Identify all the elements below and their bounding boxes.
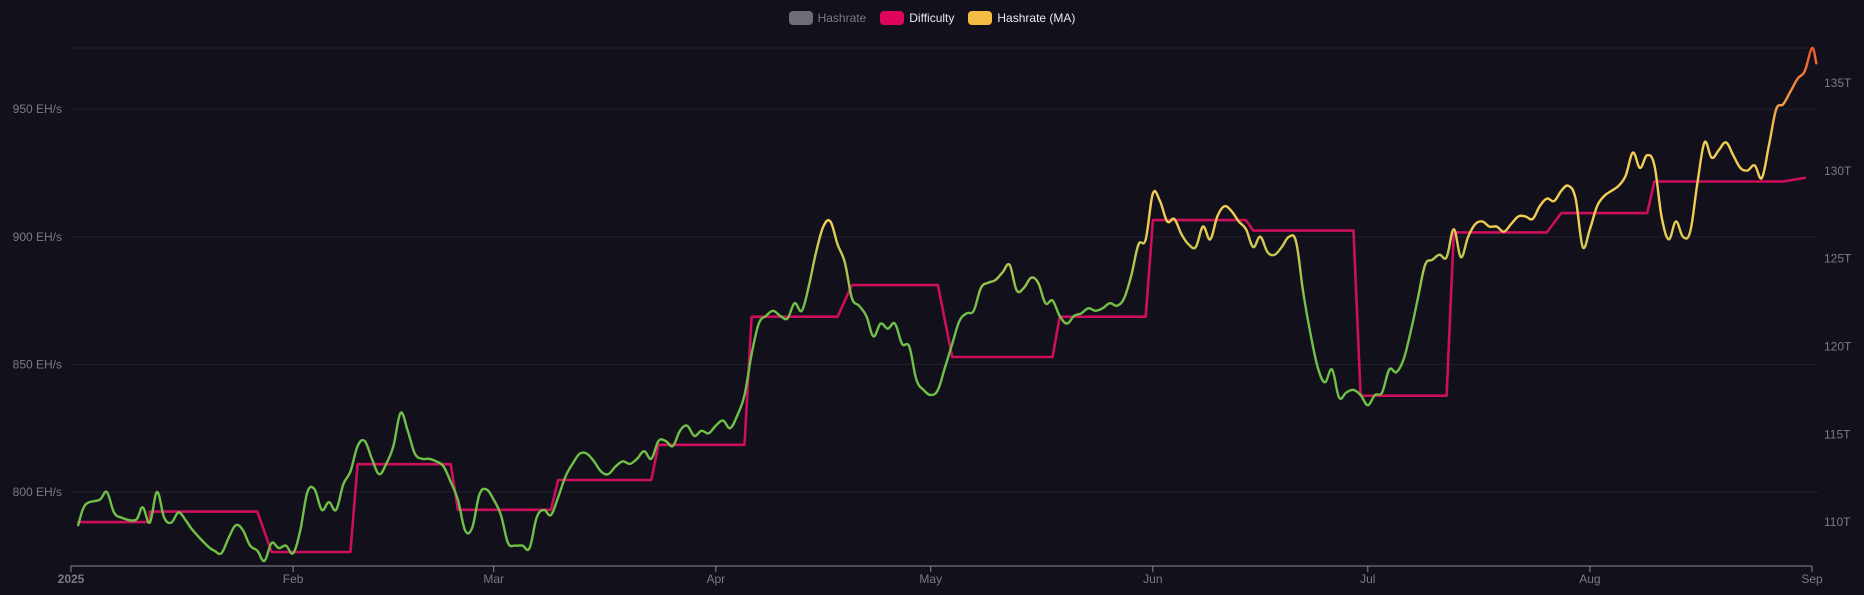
x-tick-label: Sep: [1801, 572, 1823, 586]
y-right-tick-label: 130T: [1824, 164, 1852, 178]
series-difficulty-line: [76, 176, 1807, 554]
grid-lines: [71, 47, 1818, 493]
y-axis-left: 800 EH/s 850 EH/s 900 EH/s 950 EH/s: [13, 102, 62, 499]
y-left-tick-label: 850 EH/s: [13, 357, 62, 371]
legend-label-hashrate: Hashrate: [817, 11, 867, 25]
y-right-tick-label: 120T: [1824, 340, 1852, 354]
legend-label-difficulty: Difficulty: [909, 11, 955, 25]
x-tick-label: Jul: [1360, 572, 1375, 586]
series-layer: [76, 46, 1818, 563]
y-right-tick-label: 135T: [1824, 76, 1852, 90]
y-left-tick-label: 800 EH/s: [13, 485, 62, 499]
x-tick-label: Aug: [1579, 572, 1600, 586]
x-axis: 2025 Feb Mar Apr May Jun Jul Aug Sep: [58, 565, 1823, 586]
x-tick-label: Apr: [706, 572, 725, 586]
legend-item-hashrate-ma[interactable]: Hashrate (MA): [968, 11, 1075, 25]
y-left-tick-label: 950 EH/s: [13, 102, 62, 116]
legend-label-hashrate-ma: Hashrate (MA): [997, 11, 1076, 25]
legend-item-hashrate[interactable]: Hashrate: [788, 11, 867, 25]
legend-item-difficulty[interactable]: Difficulty: [880, 11, 954, 25]
legend-swatch-difficulty: [880, 11, 905, 25]
y-right-tick-label: 125T: [1824, 252, 1852, 266]
series-hashrate-ma-line: [77, 46, 1818, 563]
x-tick-label: Jun: [1143, 572, 1162, 586]
x-tick-label: Feb: [283, 572, 304, 586]
chart-legend: Hashrate Difficulty Hashrate (MA): [0, 11, 1864, 25]
y-right-tick-label: 115T: [1824, 427, 1851, 441]
legend-swatch-hashrate: [788, 11, 813, 25]
legend-swatch-hashrate-ma: [968, 11, 993, 25]
y-axis-right: 110T 115T 120T 125T 130T 135T: [1824, 76, 1852, 529]
x-tick-label: 2025: [58, 572, 85, 586]
x-tick-label: Mar: [483, 572, 504, 586]
y-right-tick-label: 110T: [1824, 515, 1851, 529]
y-left-tick-label: 900 EH/s: [13, 230, 62, 244]
x-tick-label: May: [919, 572, 942, 586]
